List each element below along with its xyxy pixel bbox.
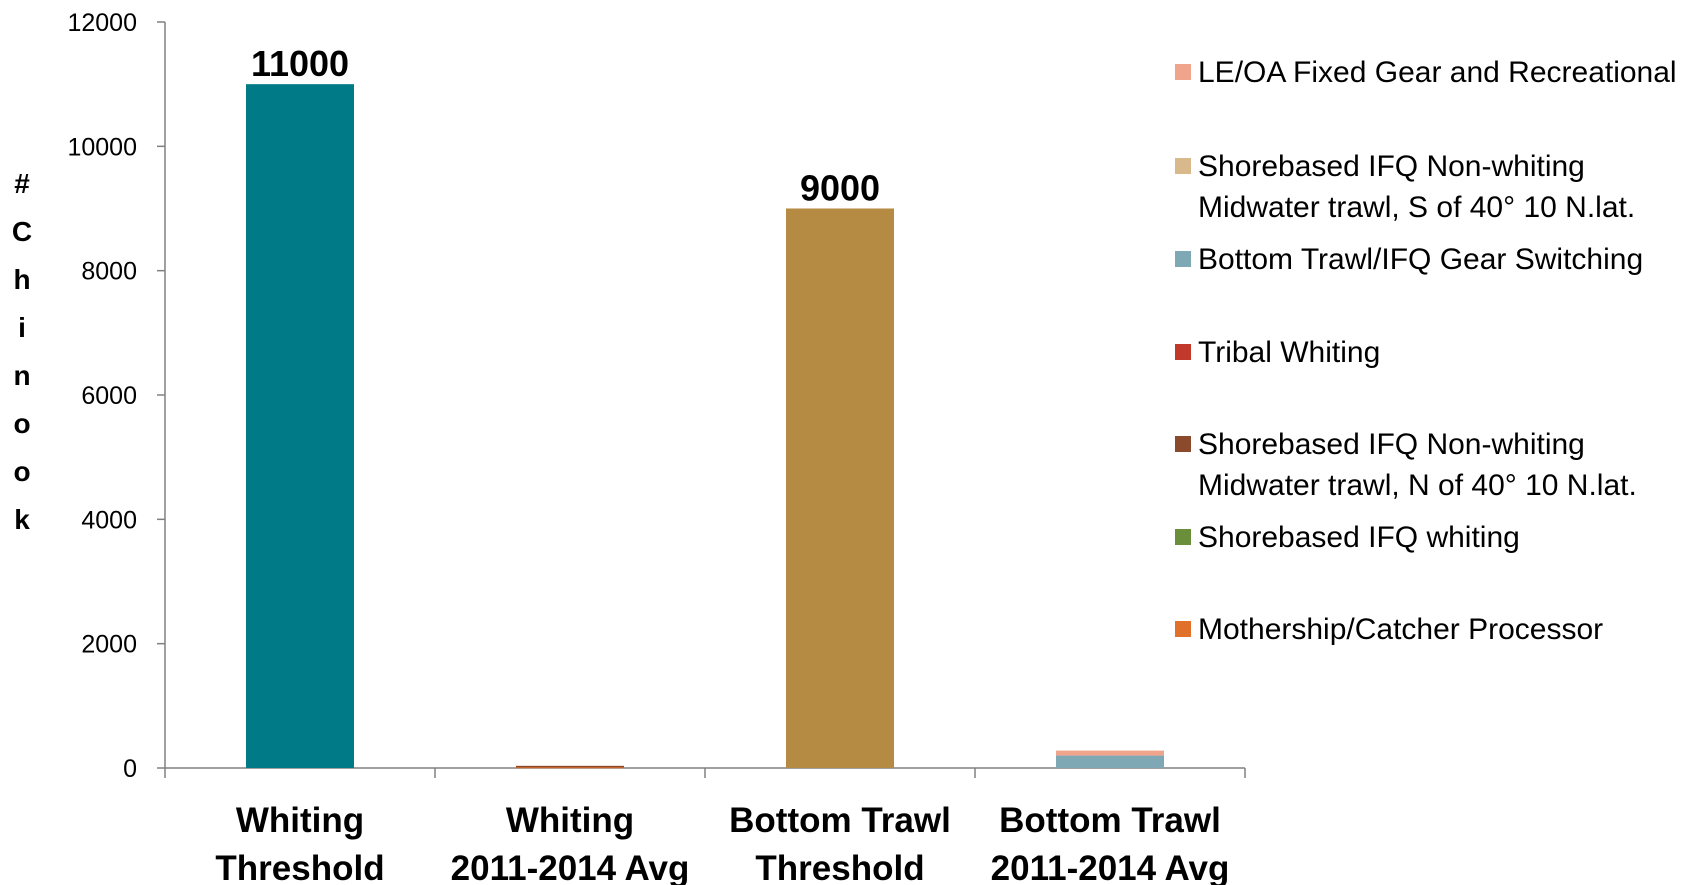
data-label: 9000 — [800, 168, 880, 209]
y-label-char: o — [13, 456, 30, 487]
legend-label: Midwater trawl, N of 40° 10 N.lat. — [1198, 469, 1637, 502]
y-tick-label: 12000 — [67, 9, 137, 37]
axes: 0 2000 4000 6000 8000 10000 12000 — [67, 9, 1246, 783]
y-label-char: C — [12, 216, 32, 247]
threshold-bar — [786, 208, 894, 768]
legend-label: Shorebased IFQ whiting — [1198, 521, 1520, 554]
y-tick-label: 6000 — [81, 382, 137, 410]
legend-swatch — [1175, 621, 1191, 637]
stacked-segment — [516, 766, 624, 769]
category-label: Whiting — [506, 801, 634, 840]
y-label-char: k — [14, 504, 30, 535]
y-tick-label: 8000 — [81, 258, 137, 286]
legend-label: Bottom Trawl/IFQ Gear Switching — [1198, 243, 1643, 276]
stacked-segment — [1056, 750, 1164, 756]
legend-swatch — [1175, 344, 1191, 360]
category-label: 2011-2014 Avg — [991, 849, 1230, 885]
bars — [246, 84, 1164, 769]
y-tick-label: 0 — [123, 755, 137, 783]
legend-swatch — [1175, 251, 1191, 267]
legend-swatch — [1175, 158, 1191, 174]
legend-label: Tribal Whiting — [1198, 336, 1380, 369]
legend-label: LE/OA Fixed Gear and Recreational — [1198, 56, 1677, 89]
y-label-char: h — [13, 264, 30, 295]
legend-swatch — [1175, 529, 1191, 545]
legend-label: Mothership/Catcher Processor — [1198, 613, 1603, 646]
y-label-char: n — [13, 360, 30, 391]
legend-label: Shorebased IFQ Non-whiting — [1198, 428, 1585, 461]
legend-label: Shorebased IFQ Non-whiting — [1198, 150, 1585, 183]
legend-swatch — [1175, 436, 1191, 452]
category-label: Threshold — [215, 849, 384, 885]
y-tick-label: 10000 — [67, 133, 137, 161]
category-labels: Whiting Threshold Whiting 2011-2014 Avg Bott… — [215, 801, 1229, 885]
y-tick-label: 2000 — [81, 631, 137, 659]
category-label: Threshold — [755, 849, 924, 885]
legend-swatch — [1175, 64, 1191, 80]
legend: LE/OA Fixed Gear and Recreational Shoreba… — [1175, 56, 1677, 646]
category-label: 2011-2014 Avg — [451, 849, 690, 885]
threshold-bar — [246, 84, 354, 768]
legend-label: Midwater trawl, S of 40° 10 N.lat. — [1198, 191, 1635, 224]
stacked-segment — [516, 765, 624, 768]
data-labels: 11000 9000 — [251, 43, 880, 208]
data-label: 11000 — [251, 43, 349, 84]
category-label: Whiting — [236, 801, 364, 840]
category-label: Bottom Trawl — [729, 801, 951, 840]
category-label: Bottom Trawl — [999, 801, 1221, 840]
stacked-segment — [1056, 755, 1164, 768]
y-label-char: i — [18, 312, 26, 343]
y-label-char: o — [13, 408, 30, 439]
y-label-char: # — [14, 168, 30, 199]
y-tick-label: 4000 — [81, 506, 137, 534]
